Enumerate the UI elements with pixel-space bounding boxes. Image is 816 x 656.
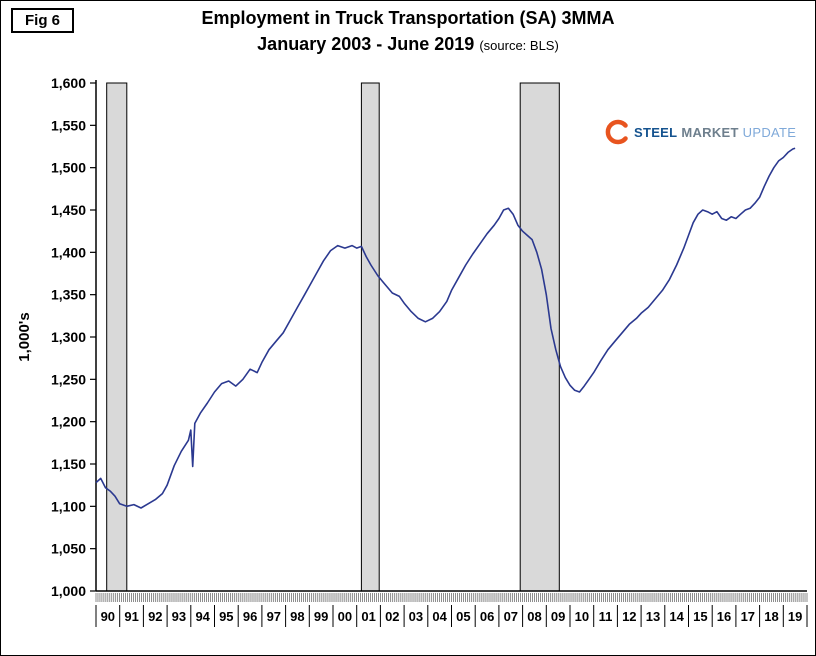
y-tick-label: 1,100 — [51, 498, 86, 514]
y-axis-title: 1,000's — [16, 312, 33, 361]
x-tick-label: 02 — [385, 609, 399, 624]
x-tick-label: 19 — [788, 609, 802, 624]
x-tick-label: 93 — [172, 609, 186, 624]
x-tick-label: 17 — [741, 609, 755, 624]
chart-subtitle: January 2003 - June 2019 (source: BLS) — [1, 34, 815, 55]
x-tick-label: 97 — [267, 609, 281, 624]
smu-logo-update: UPDATE — [742, 124, 797, 140]
x-tick-label: 07 — [504, 609, 518, 624]
x-tick-label: 90 — [101, 609, 115, 624]
x-tick-label: 00 — [338, 609, 352, 624]
x-tick-label: 05 — [456, 609, 470, 624]
figure-label: Fig 6 — [11, 8, 75, 33]
x-tick-label: 18 — [764, 609, 778, 624]
x-tick-label: 12 — [622, 609, 636, 624]
y-tick-label: 1,200 — [51, 414, 86, 430]
x-tick-label: 06 — [480, 609, 494, 624]
x-tick-label: 94 — [195, 609, 210, 624]
x-tick-label: 91 — [124, 609, 138, 624]
employment-line — [95, 147, 796, 509]
x-tick-label: 13 — [646, 609, 660, 624]
x-tick-label: 01 — [361, 609, 375, 624]
smu-logo: STEEL MARKET UPDATE — [604, 119, 796, 145]
chart-subtitle-source: (source: BLS) — [479, 38, 559, 53]
x-tick-label: 99 — [314, 609, 328, 624]
x-tick-label: 15 — [693, 609, 707, 624]
y-tick-label: 1,350 — [51, 287, 86, 303]
y-tick-label: 1,600 — [51, 75, 86, 91]
x-tick-label: 04 — [432, 609, 447, 624]
y-tick-label: 1,050 — [51, 541, 86, 557]
y-tick-label: 1,500 — [51, 160, 86, 176]
employment-line-chart: 1,000 1,050 1,100 1,150 1,200 1,250 1,300 1,350… — [16, 75, 808, 627]
x-tick-label: 98 — [290, 609, 304, 624]
x-tick-label: 08 — [527, 609, 541, 624]
recession-band — [360, 82, 380, 592]
x-tick-label: 10 — [575, 609, 589, 624]
y-tick-label: 1,450 — [51, 202, 86, 218]
smu-logo-steel: STEEL — [634, 124, 678, 140]
x-tick-label: 92 — [148, 609, 162, 624]
y-tick-label: 1,300 — [51, 329, 86, 345]
recession-band — [106, 82, 128, 592]
x-tick-label: 95 — [219, 609, 233, 624]
smu-logo-arc-icon — [605, 119, 628, 145]
x-tick-label: 03 — [409, 609, 423, 624]
smu-logo-market: MARKET — [681, 124, 739, 140]
y-tick-label: 1,250 — [51, 371, 86, 387]
y-tick-label: 1,400 — [51, 244, 86, 260]
x-tick-label: 16 — [717, 609, 731, 624]
x-tick-label: 09 — [551, 609, 565, 624]
x-tick-label: 11 — [599, 609, 613, 624]
x-tick-label: 14 — [669, 609, 684, 624]
y-tick-label: 1,000 — [51, 583, 86, 599]
x-tick-label: 96 — [243, 609, 257, 624]
chart-subtitle-dates: January 2003 - June 2019 — [257, 34, 475, 54]
chart-title: Employment in Truck Transportation (SA) … — [201, 8, 615, 28]
y-tick-label: 1,550 — [51, 117, 86, 133]
y-tick-label: 1,150 — [51, 456, 86, 472]
